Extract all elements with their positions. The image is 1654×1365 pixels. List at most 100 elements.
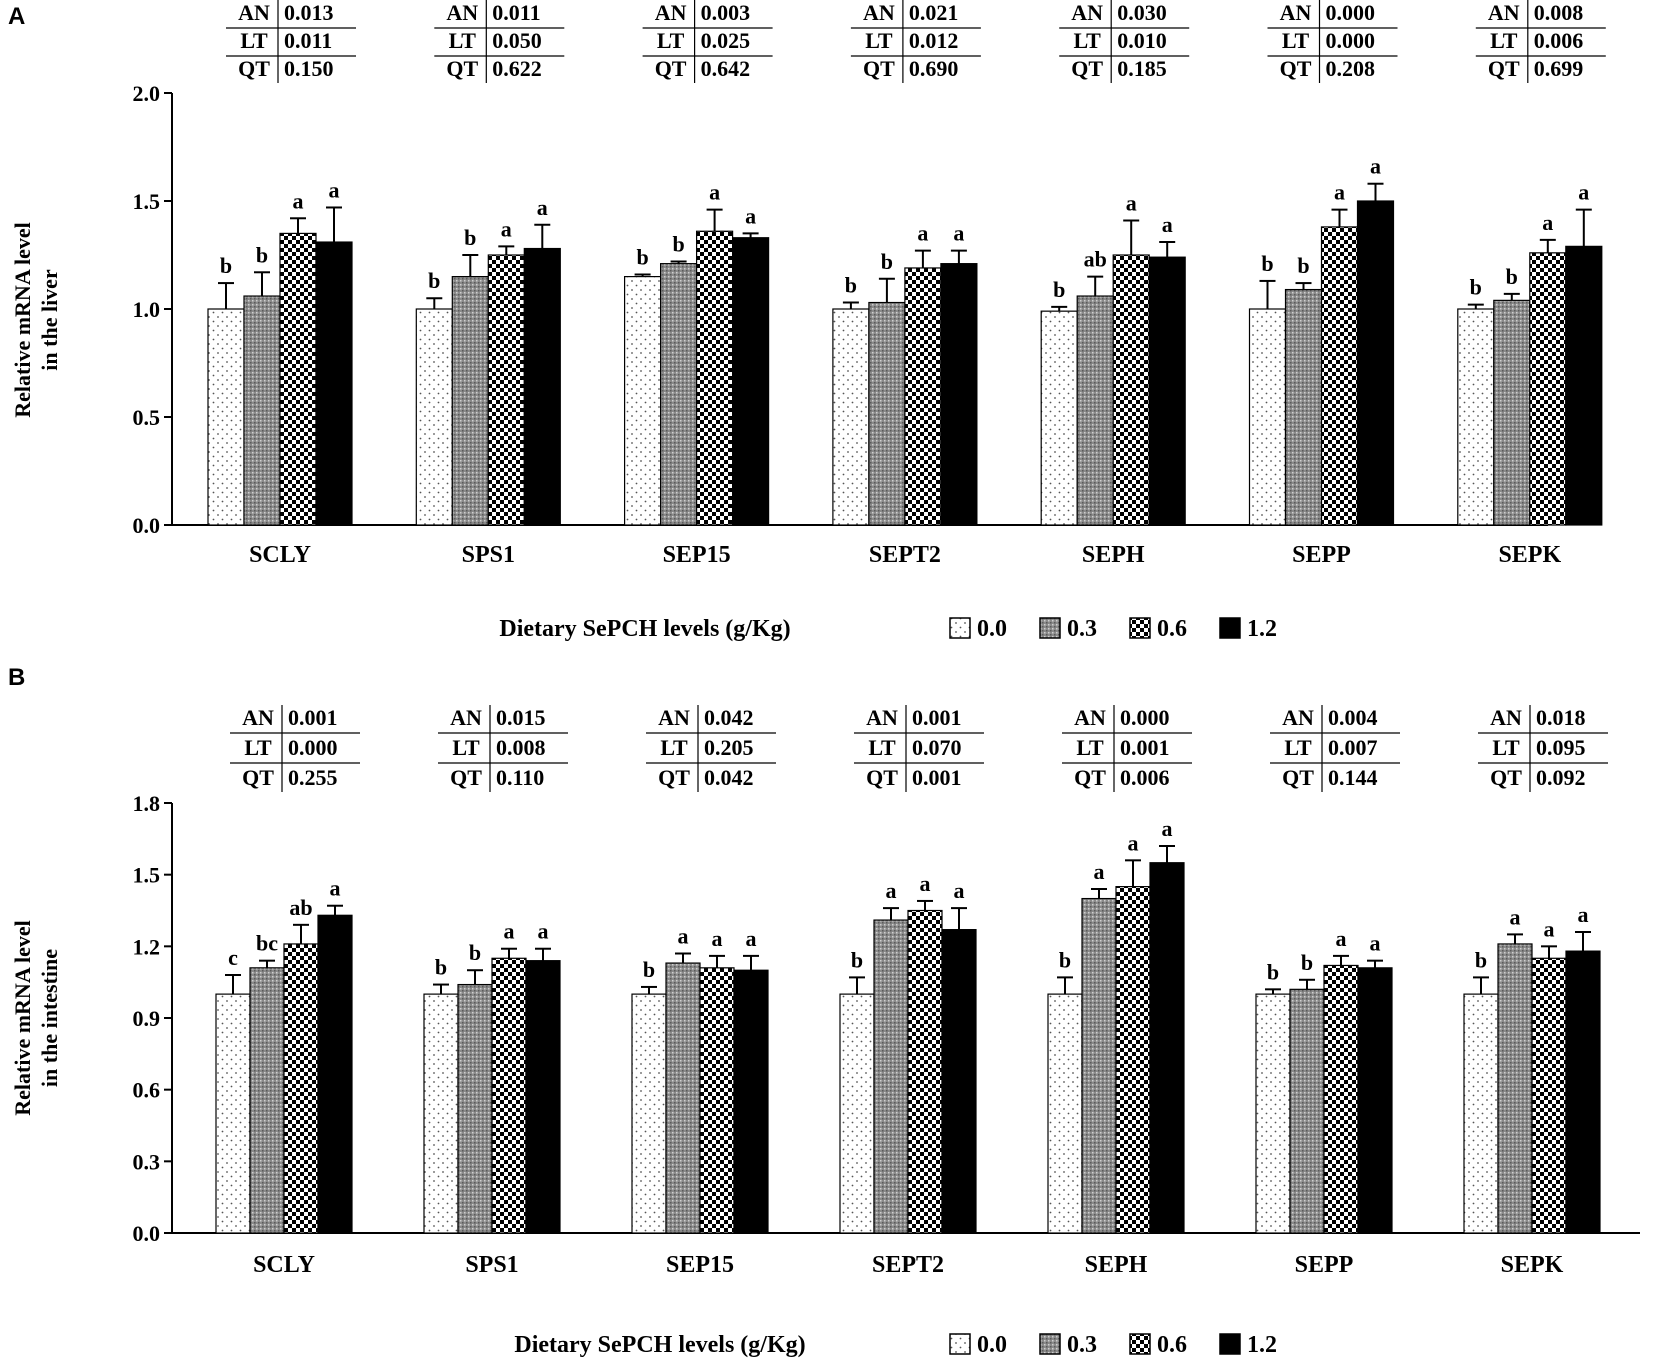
stats-value-an: 0.008 <box>1534 0 1584 25</box>
bar <box>1357 967 1393 1234</box>
stats-key-an: AN <box>446 0 478 25</box>
stats-key-an: AN <box>866 705 898 730</box>
stats-value-lt: 0.095 <box>1536 735 1586 760</box>
significance-letter: a <box>954 878 965 903</box>
stats-value-qt: 0.001 <box>912 765 962 790</box>
stats-key-an: AN <box>1074 705 1106 730</box>
x-category-label: SCLY <box>249 542 311 568</box>
stats-value-an: 0.004 <box>1328 705 1378 730</box>
bar <box>249 967 285 1234</box>
significance-letter: b <box>1506 264 1518 289</box>
legend-label: 0.0 <box>977 1332 1007 1358</box>
bar <box>731 237 770 526</box>
significance-letter: a <box>920 871 931 896</box>
y-tick-label: 1.8 <box>133 791 161 816</box>
x-category-label: SEPT2 <box>869 542 941 568</box>
significance-letter: a <box>1510 904 1521 929</box>
x-category-label: SEPK <box>1498 542 1561 568</box>
stats-value-an: 0.001 <box>912 705 962 730</box>
stats-value-an: 0.000 <box>1326 0 1376 25</box>
y-tick-label: 2.0 <box>133 81 161 106</box>
significance-letter: a <box>504 919 515 944</box>
stats-value-qt: 0.092 <box>1536 765 1586 790</box>
stats-key-qt: QT <box>1071 56 1103 81</box>
legend-swatch <box>1039 617 1061 639</box>
significance-letter: a <box>746 926 757 951</box>
legend-label: 1.2 <box>1247 1332 1277 1358</box>
stats-key-an: AN <box>655 0 687 25</box>
x-category-label: SCLY <box>253 1252 315 1278</box>
stats-value-an: 0.015 <box>496 705 546 730</box>
stats-value-qt: 0.006 <box>1120 765 1170 790</box>
bar <box>873 919 909 1234</box>
significance-letter: a <box>709 180 720 205</box>
stats-value-lt: 0.012 <box>909 28 959 53</box>
bar <box>1529 252 1567 526</box>
significance-letter: a <box>917 221 928 246</box>
bar <box>1149 862 1185 1234</box>
stats-value-lt: 0.010 <box>1117 28 1167 53</box>
significance-letter: b <box>435 955 447 980</box>
significance-letter: b <box>1297 253 1309 278</box>
stats-value-an: 0.003 <box>701 0 751 25</box>
stats-key-qt: QT <box>866 765 898 790</box>
bar <box>215 993 251 1234</box>
stats-key-qt: QT <box>1488 56 1520 81</box>
stats-key-an: AN <box>1488 0 1520 25</box>
bar <box>317 914 353 1234</box>
stats-value-qt: 0.042 <box>704 765 754 790</box>
legend-label: 0.6 <box>1157 1332 1187 1358</box>
bar <box>451 276 489 526</box>
bar <box>457 983 493 1234</box>
significance-letter: b <box>1059 947 1071 972</box>
stats-value-an: 0.018 <box>1536 705 1586 730</box>
y-tick-label: 1.0 <box>133 297 161 322</box>
legend-label: 0.0 <box>977 616 1007 642</box>
stats-key-an: AN <box>1071 0 1103 25</box>
significance-letter: b <box>1470 275 1482 300</box>
significance-letter: a <box>712 926 723 951</box>
legend-label: 0.3 <box>1067 1332 1097 1358</box>
legend-label: 1.2 <box>1247 616 1277 642</box>
y-tick-label: 1.5 <box>133 863 161 888</box>
x-axis-label: Dietary SePCH levels (g/Kg) <box>499 616 790 642</box>
stats-key-qt: QT <box>446 56 478 81</box>
significance-letter: ab <box>289 895 312 920</box>
bar <box>832 308 870 526</box>
stats-key-an: AN <box>450 705 482 730</box>
stats-value-qt: 0.185 <box>1117 56 1167 81</box>
bar <box>665 962 701 1234</box>
significance-letter: a <box>1336 926 1347 951</box>
bar <box>1457 308 1495 526</box>
stats-value-qt: 0.699 <box>1534 56 1584 81</box>
x-category-label: SEPT2 <box>872 1252 944 1278</box>
stats-key-qt: QT <box>238 56 270 81</box>
stats-key-lt: LT <box>657 28 685 53</box>
panel-letter: B <box>8 664 25 691</box>
stats-key-an: AN <box>863 0 895 25</box>
stats-key-qt: QT <box>450 765 482 790</box>
stats-value-lt: 0.008 <box>496 735 546 760</box>
y-axis-label-line: in the liver <box>37 269 62 371</box>
stats-value-an: 0.001 <box>288 705 338 730</box>
stats-key-lt: LT <box>452 735 480 760</box>
stats-value-qt: 0.208 <box>1326 56 1376 81</box>
y-tick-label: 0.5 <box>133 405 161 430</box>
bar <box>623 276 662 526</box>
x-category-label: SEPP <box>1292 542 1351 568</box>
y-tick-label: 1.5 <box>133 189 161 214</box>
significance-letter: a <box>1578 902 1589 927</box>
x-category-label: SPS1 <box>465 1252 518 1278</box>
stats-key-lt: LT <box>660 735 688 760</box>
significance-letter: a <box>1334 180 1345 205</box>
stats-value-lt: 0.205 <box>704 735 754 760</box>
bar <box>525 960 561 1234</box>
significance-letter: ab <box>1084 247 1107 272</box>
stats-key-qt: QT <box>658 765 690 790</box>
significance-letter: a <box>1370 154 1381 179</box>
legend-label: 0.3 <box>1067 616 1097 642</box>
significance-letter: b <box>1053 277 1065 302</box>
y-tick-label: 0.9 <box>133 1006 161 1031</box>
bar <box>1565 245 1603 526</box>
stats-value-qt: 0.144 <box>1328 765 1378 790</box>
